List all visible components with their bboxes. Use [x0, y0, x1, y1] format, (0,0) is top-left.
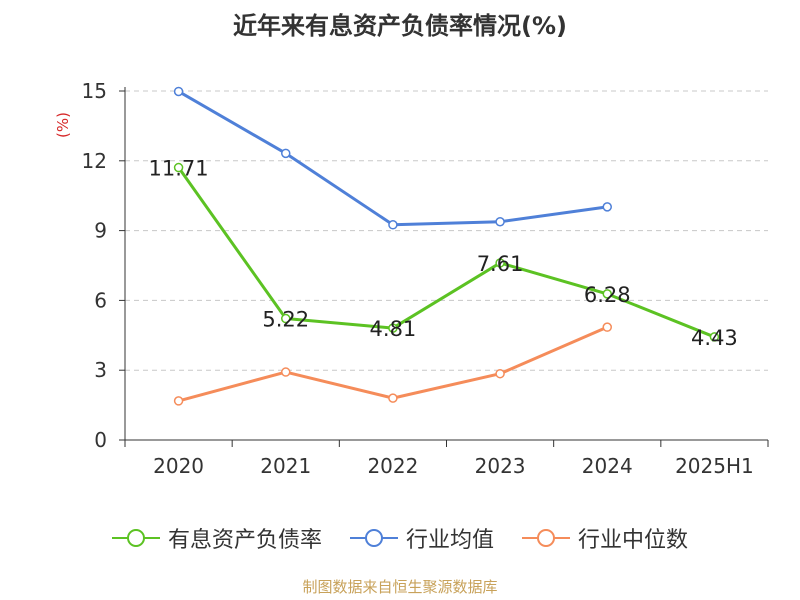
data-label: 4.43: [691, 326, 738, 350]
x-tick-label: 2022: [367, 454, 418, 478]
data-label: 11.71: [149, 157, 209, 181]
data-point-0: [709, 332, 720, 342]
data-point-0: [173, 162, 184, 173]
data-point-2: [495, 368, 505, 379]
x-tick-label: 2020: [153, 454, 204, 478]
data-point-1: [281, 148, 291, 159]
data-point-0: [602, 289, 612, 299]
chart-title: 近年来有息资产负债率情况(%): [233, 12, 567, 40]
y-tick-label: 6: [94, 288, 107, 312]
legend-label-industry-median: 行业中位数: [578, 528, 689, 553]
y-tick-label: 3: [94, 358, 107, 382]
data-label: 6.28: [584, 283, 631, 307]
data-point-1: [602, 202, 612, 212]
data-point-0: [281, 313, 291, 324]
x-tick-label: 2021: [260, 454, 311, 478]
data-point-2: [602, 322, 612, 332]
data-point-1: [173, 86, 184, 97]
y-tick-label: 12: [82, 149, 107, 173]
legend-item-debt-ratio[interactable]: 有息资产负债率: [111, 522, 322, 554]
legend-label-industry-mean: 行业均值: [405, 528, 494, 553]
y-tick-label: 0: [94, 428, 107, 452]
data-label: 4.81: [370, 317, 417, 341]
legend-marker-industry-mean: [349, 529, 398, 547]
y-axis-label: (%): [54, 112, 72, 138]
data-label: 7.61: [477, 252, 524, 276]
legend-label-debt-ratio: 有息资产负债率: [167, 528, 322, 553]
legend-marker-debt-ratio: [111, 529, 160, 547]
series-line-0: [177, 166, 715, 339]
x-tick-label: 2023: [475, 454, 526, 478]
data-point-1: [495, 217, 505, 227]
data-point-2: [281, 367, 291, 377]
legend: 有息资产负债率 行业均值 行业中位数: [0, 522, 800, 554]
data-point-0: [388, 323, 398, 333]
x-tick-label: 2024: [582, 454, 633, 478]
data-point-2: [388, 393, 398, 403]
data-label: 5.22: [262, 308, 309, 332]
y-tick-label: 15: [82, 79, 107, 103]
x-tick-label: 2025H1: [675, 454, 754, 478]
data-source-note: 制图数据来自恒生聚源数据库: [302, 578, 498, 596]
legend-item-industry-median[interactable]: 行业中位数: [522, 522, 688, 554]
legend-item-industry-mean[interactable]: 行业均值: [349, 522, 494, 554]
data-point-2: [173, 396, 184, 406]
series-line-1: [177, 90, 608, 227]
legend-marker-industry-median: [522, 529, 570, 547]
y-tick-label: 9: [94, 219, 107, 243]
data-point-0: [495, 258, 505, 268]
data-point-1: [388, 220, 398, 230]
